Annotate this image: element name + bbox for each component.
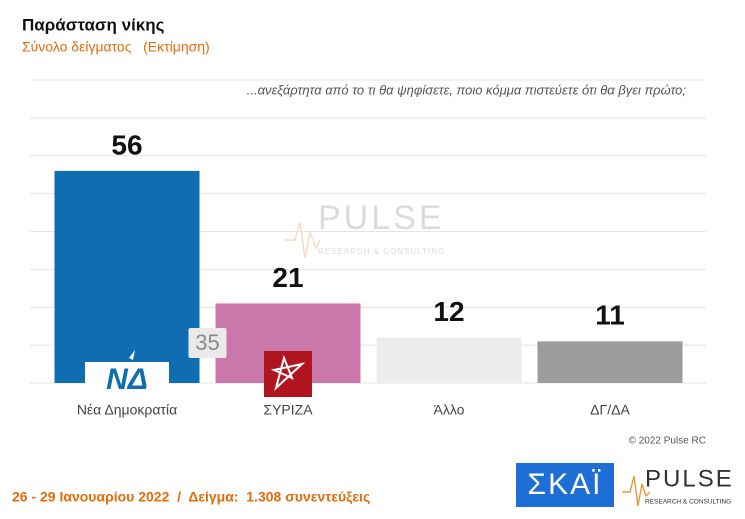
watermark-subtext: RESEARCH & CONSULTING <box>318 247 445 256</box>
x-tick-label: Άλλο <box>434 402 465 418</box>
syriza-logo-box <box>264 351 312 397</box>
bar <box>376 337 522 383</box>
copyright: © 2022 Pulse RC <box>629 436 706 447</box>
chart-subtitle: Σύνολο δείγματος (Εκτίμηση) <box>22 39 210 55</box>
footer: 26 - 29 Ιανουαρίου 2022 / Δείγμα: 1.308 … <box>12 489 370 505</box>
lead-box <box>188 328 227 358</box>
value-label: 21 <box>272 262 303 293</box>
skai-logo: ΣΚΑΪ <box>516 463 614 507</box>
question: ...ανεξάρτητα από το τι θα ψηφίσετε, ποι… <box>247 82 687 97</box>
chart-title: Παράσταση νίκης <box>22 15 165 34</box>
pulse-logo: PULSE RESEARCH & CONSULTING <box>622 465 734 507</box>
watermark: PULSE RESEARCH & CONSULTING <box>285 199 445 259</box>
syriza-logo-star <box>270 354 306 392</box>
pulse-text: PULSE <box>645 465 734 492</box>
x-tick-label: ΣΥΡΙΖΑ <box>263 402 313 418</box>
value-label: 12 <box>433 296 464 327</box>
x-tick-label: ΔΓ/ΔΑ <box>590 402 630 418</box>
pulse-subtext: RESEARCH & CONSULTING <box>645 499 731 506</box>
bar <box>54 170 200 383</box>
value-label: 56 <box>111 129 142 160</box>
nd-logo-box <box>85 362 169 398</box>
lead-label: 35 <box>195 330 219 355</box>
x-tick-label: Νέα Δημοκρατία <box>77 402 177 418</box>
watermark-wave <box>285 221 321 259</box>
plot-area: 56 Νέα Δημοκρατία 21 ΣΥΡΙΖΑ 12 Άλλο 11 ΔΓ/ΔΑ 35 Ν… <box>30 79 706 418</box>
nd-logo-text: ΝΔ <box>106 363 148 396</box>
skai-box <box>516 463 614 507</box>
bar <box>537 341 683 383</box>
watermark-text: PULSE <box>318 199 445 237</box>
value-label: 11 <box>595 300 625 331</box>
nd-logo-mark <box>129 350 135 360</box>
skai-text: ΣΚΑΪ <box>528 468 603 501</box>
pulse-wave <box>622 475 651 507</box>
